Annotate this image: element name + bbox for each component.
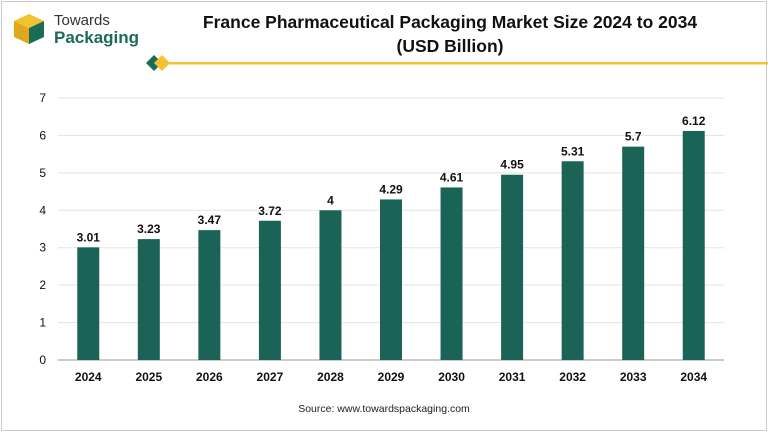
- bar: [137, 239, 160, 360]
- x-tick-label: 2025: [135, 370, 162, 384]
- bar-value-label: 5.7: [625, 130, 642, 144]
- x-tick-label: 2031: [499, 370, 526, 384]
- bars: [77, 130, 705, 360]
- bar-value-label: 4.61: [440, 170, 464, 184]
- y-tick-label: 4: [39, 203, 46, 217]
- title-underline-decoration: [146, 55, 768, 71]
- x-tick-label: 2032: [559, 370, 586, 384]
- bar: [682, 130, 705, 360]
- bar-value-label: 4.95: [500, 158, 524, 172]
- labels: 0 1 2 3 4 5 6 7 3.01 2024 3.23 2025 3.47 2026 3.72 2027…: [39, 91, 707, 384]
- bar: [258, 220, 281, 360]
- x-tick-label: 2034: [680, 370, 707, 384]
- bar-value-label: 3.72: [258, 204, 282, 218]
- box-logo-icon: [14, 14, 44, 44]
- bar: [319, 210, 342, 360]
- x-tick-label: 2026: [196, 370, 223, 384]
- source-note: Source: www.towardspackaging.com: [298, 403, 470, 415]
- x-tick-label: 2024: [75, 370, 102, 384]
- y-tick-label: 2: [39, 278, 46, 292]
- bar-value-label: 3.47: [198, 213, 222, 227]
- y-tick-label: 0: [39, 353, 46, 367]
- bar-value-label: 3.01: [77, 230, 101, 244]
- title-line-1: France Pharmaceutical Packaging Market S…: [202, 12, 698, 32]
- bar: [380, 199, 402, 360]
- y-tick-label: 3: [39, 241, 46, 255]
- x-tick-label: 2027: [257, 370, 284, 384]
- x-tick-label: 2030: [438, 370, 465, 384]
- y-tick-label: 1: [39, 316, 46, 330]
- title-line-2: (USD Billion): [396, 36, 504, 56]
- bar-value-label: 6.12: [682, 114, 706, 128]
- brand-logo: Towards Packaging: [12, 10, 152, 50]
- bar-value-label: 3.23: [137, 222, 161, 236]
- logo-text-top: Towards: [54, 12, 110, 29]
- logo-text-bottom: Packaging: [54, 28, 140, 47]
- bar: [561, 161, 584, 360]
- bar-value-label: 5.31: [561, 144, 585, 158]
- bar: [440, 187, 463, 360]
- bar: [501, 174, 524, 360]
- bar: [622, 146, 645, 360]
- x-tick-label: 2029: [378, 370, 405, 384]
- bar-value-label: 4.29: [379, 182, 403, 196]
- bar: [198, 230, 221, 360]
- bar: [77, 247, 100, 360]
- gold-rule: [168, 62, 768, 65]
- y-tick-label: 7: [39, 91, 46, 105]
- chart-title: France Pharmaceutical Packaging Market S…: [170, 10, 730, 58]
- y-tick-label: 6: [39, 128, 46, 142]
- diamond-gold-icon: [154, 55, 170, 71]
- x-tick-label: 2028: [317, 370, 344, 384]
- x-tick-label: 2033: [620, 370, 647, 384]
- bar-value-label: 4: [327, 193, 334, 207]
- y-tick-label: 5: [39, 166, 46, 180]
